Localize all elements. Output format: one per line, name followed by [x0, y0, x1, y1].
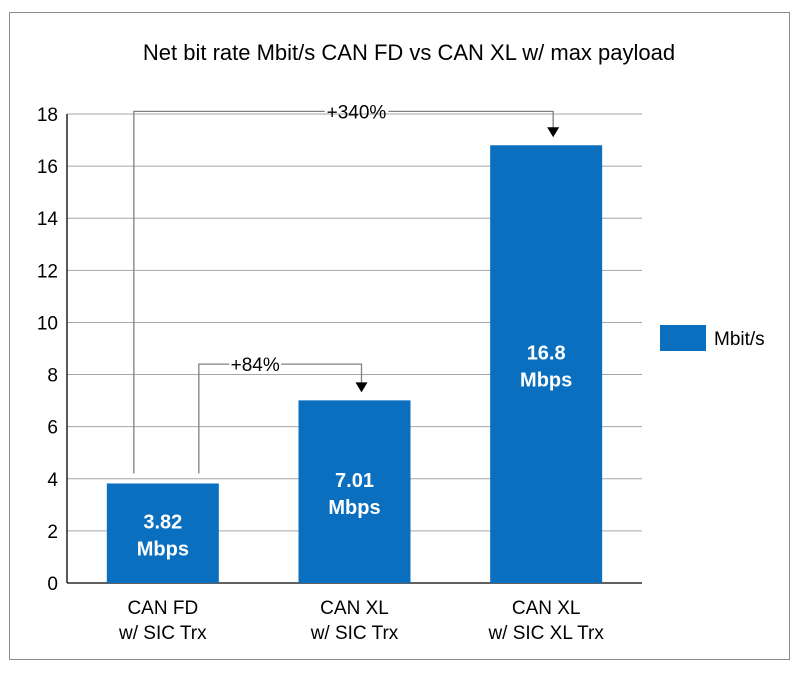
y-tick-label: 4	[47, 470, 58, 491]
y-tick-label: 2	[47, 522, 58, 543]
x-tick-label: CAN XL	[512, 598, 581, 619]
bar-chart: Net bit rate Mbit/s CAN FD vs CAN XL w/ …	[37, 40, 765, 644]
legend-swatch	[660, 325, 706, 351]
x-tick-label: w/ SIC XL Trx	[487, 623, 604, 644]
bars: 3.82 Mbps 7.01 Mbps 16.8 Mbps	[106, 145, 603, 583]
bar-data-label: 7.01	[335, 470, 374, 492]
annotations: +84% +340%	[133, 102, 560, 474]
x-axis-labels: CAN FD w/ SIC Trx CAN XL w/ SIC Trx CAN XL w/…	[118, 598, 604, 644]
bar	[298, 400, 411, 583]
chart-title: Net bit rate Mbit/s CAN FD vs CAN XL w/ …	[143, 40, 675, 65]
annotation-line	[198, 363, 230, 474]
y-axis-ticks: 0 2 4 6 8 10 12 14 16 18	[37, 105, 59, 595]
bar	[490, 145, 603, 583]
legend: Mbit/s	[660, 325, 765, 351]
y-tick-label: 16	[37, 157, 58, 178]
y-tick-label: 6	[47, 418, 58, 439]
y-tick-label: 10	[37, 313, 58, 334]
legend-label: Mbit/s	[714, 329, 765, 350]
bar	[106, 483, 219, 583]
y-tick-label: 14	[37, 209, 59, 230]
annotation-label: +84%	[231, 355, 280, 376]
y-tick-label: 0	[47, 574, 58, 595]
y-tick-label: 18	[37, 105, 58, 126]
bar-data-label: 3.82	[143, 512, 182, 534]
x-tick-label: CAN FD	[127, 598, 198, 619]
chart-frame: Net bit rate Mbit/s CAN FD vs CAN XL w/ …	[9, 12, 790, 660]
y-tick-label: 8	[47, 366, 58, 387]
bar-data-label: 16.8	[527, 343, 566, 365]
annotation-label: +340%	[327, 102, 387, 123]
y-tick-label: 12	[37, 261, 58, 282]
annotation-line	[388, 110, 554, 129]
bar-data-label: Mbps	[520, 370, 572, 392]
annotation-line	[281, 363, 363, 384]
x-tick-label: CAN XL	[320, 598, 389, 619]
x-tick-label: w/ SIC Trx	[118, 623, 207, 644]
x-tick-label: w/ SIC Trx	[310, 623, 399, 644]
annotation-arrowhead	[355, 382, 368, 393]
bar-data-label: Mbps	[137, 539, 189, 561]
annotation-arrowhead	[547, 127, 560, 138]
annotation-line	[133, 110, 325, 474]
bar-data-label: Mbps	[328, 497, 380, 519]
